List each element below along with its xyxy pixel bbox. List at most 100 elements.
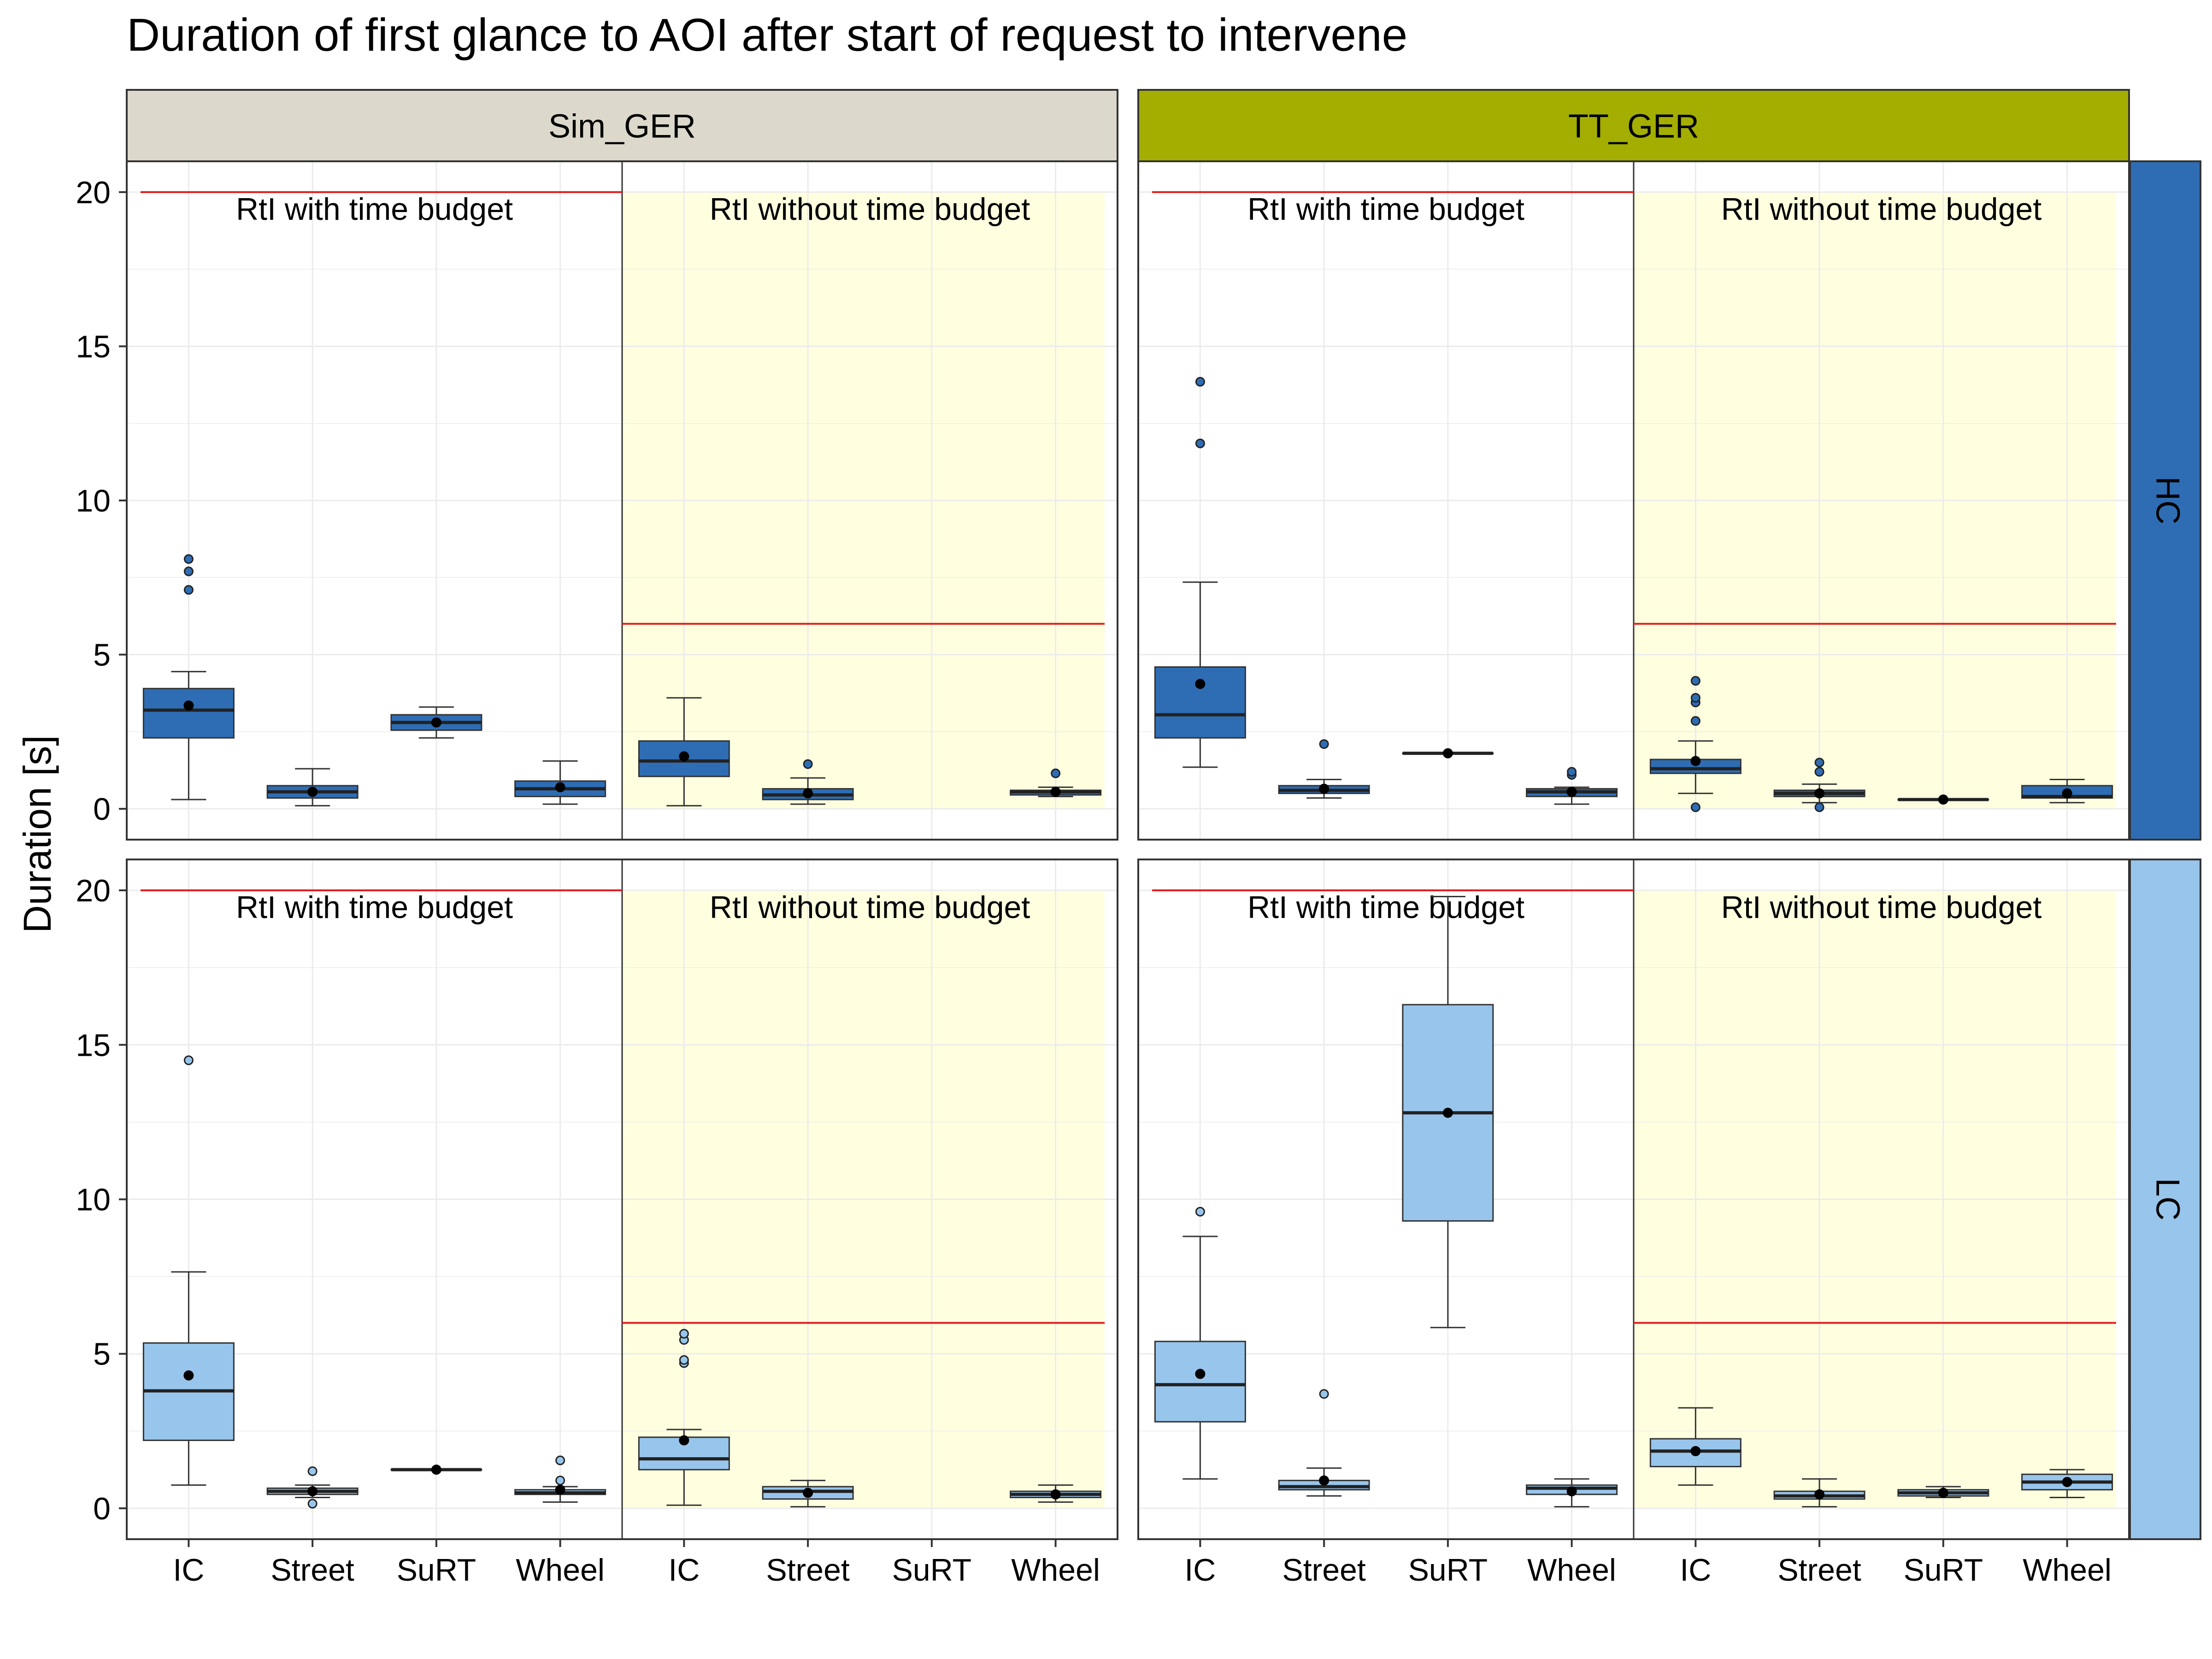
box-wheel: [1010, 1484, 1102, 1503]
box-ic: [638, 697, 730, 806]
outlier-point: [1319, 1389, 1329, 1399]
box-surt: [390, 1465, 482, 1475]
panel-tt-ger-lc: RtI with time budget RtI without time bud…: [1137, 859, 2130, 1540]
outlier-point: [555, 1476, 565, 1486]
y-tick-label: 5: [93, 638, 111, 673]
mean-point: [679, 751, 689, 762]
box-ic: [638, 1329, 730, 1506]
outlier-point: [1195, 377, 1205, 387]
row-strip-hc: [2129, 160, 2201, 841]
outlier-point: [555, 1455, 565, 1465]
panel-border: [1137, 160, 2130, 841]
y-axis-label: Duration [s]: [16, 735, 59, 933]
outlier-point: [679, 1329, 689, 1339]
mean-point: [1566, 1486, 1577, 1497]
x-tick-label: IC: [1184, 1553, 1216, 1588]
x-tick-label: Wheel: [1011, 1553, 1100, 1588]
box-street: [1773, 1478, 1865, 1508]
x-tick-label: Street: [1777, 1553, 1861, 1588]
outlier-point: [1051, 768, 1061, 778]
x-tick-label: Wheel: [516, 1553, 605, 1588]
mean-point: [1690, 1446, 1701, 1456]
y-tick-label: 15: [76, 329, 111, 364]
box-wheel: [1526, 767, 1618, 805]
box-street: [266, 768, 359, 806]
x-tick-label: Street: [271, 1553, 354, 1588]
mean-point: [803, 788, 813, 799]
x-tick-label: SuRT: [1904, 1553, 1983, 1588]
mean-point: [1319, 783, 1330, 794]
box-wheel: [1010, 768, 1102, 797]
y-tick-label: 0: [93, 1491, 111, 1526]
box-street: [266, 1466, 359, 1509]
x-tick-label: SuRT: [397, 1553, 477, 1588]
outlier-point: [1567, 767, 1577, 777]
mean-point: [307, 1486, 318, 1497]
outlier-point: [307, 1466, 318, 1476]
mean-point: [555, 782, 565, 793]
box-iqr: [1154, 1341, 1246, 1423]
mean-point: [1050, 787, 1061, 797]
panel-sim-ger-lc: RtI with time budget RtI without time bud…: [126, 859, 1118, 1540]
y-tick-label: 5: [93, 1337, 111, 1372]
box-wheel: [1526, 1478, 1618, 1508]
row-strip-lc: [2129, 859, 2201, 1540]
y-tick-label: 0: [93, 792, 111, 827]
box-surt: [390, 706, 482, 739]
x-tick-label: Street: [766, 1553, 850, 1588]
column-strip-label: Sim_GER: [548, 108, 696, 145]
outlier-point: [1690, 802, 1700, 812]
box-wheel: [2021, 779, 2113, 804]
y-tick-label: 20: [76, 175, 111, 210]
x-tick-label: IC: [173, 1553, 204, 1588]
outlier-point: [1814, 767, 1824, 777]
box-ic: [1154, 1206, 1246, 1480]
condition-label: RtI with time budget: [236, 890, 513, 925]
box-wheel: [514, 760, 606, 805]
mean-point: [307, 787, 318, 797]
y-tick-label: 20: [76, 873, 111, 908]
condition-label: RtI without time budget: [710, 890, 1030, 925]
x-tick-label: IC: [668, 1553, 700, 1588]
mean-point: [1195, 679, 1206, 689]
outlier-point: [679, 1355, 689, 1365]
row-strip-label: LC: [2149, 1178, 2186, 1220]
box-ic: [142, 1055, 235, 1486]
outlier-point: [183, 566, 194, 577]
outlier-point: [1195, 1206, 1205, 1217]
column-strip-tt-ger: [1137, 89, 2130, 162]
box-street: [1278, 739, 1370, 799]
condition-label: RtI with time budget: [1247, 192, 1524, 227]
panel-border: [1137, 859, 2130, 1540]
y-tick-label: 10: [76, 483, 111, 518]
outlier-point: [183, 585, 194, 595]
box-surt: [1402, 748, 1494, 759]
box-ic: [1649, 1407, 1741, 1486]
outlier-point: [183, 554, 194, 564]
x-tick-label: Wheel: [1527, 1553, 1616, 1588]
mean-point: [1050, 1489, 1061, 1500]
mean-point: [803, 1488, 813, 1498]
box-surt: [1897, 794, 1989, 805]
outlier-point: [1195, 438, 1205, 448]
outlier-point: [1690, 676, 1700, 686]
outlier-point: [307, 1499, 318, 1509]
mean-point: [1442, 748, 1453, 759]
mean-point: [431, 717, 441, 728]
box-iqr: [142, 688, 235, 739]
mean-point: [1938, 794, 1948, 805]
outlier-point: [1690, 693, 1700, 703]
mean-point: [1938, 1488, 1948, 1498]
box-ic: [1649, 676, 1741, 812]
x-tick-label: Street: [1282, 1553, 1366, 1588]
x-tick-label: IC: [1680, 1553, 1711, 1588]
mean-point: [1442, 1107, 1453, 1118]
box-surt: [1402, 895, 1494, 1329]
mean-point: [1319, 1475, 1330, 1486]
y-tick-label: 10: [76, 1182, 111, 1218]
outlier-point: [1690, 716, 1700, 726]
box-iqr: [1154, 666, 1246, 739]
outlier-point: [1319, 739, 1329, 749]
mean-point: [1566, 787, 1577, 797]
